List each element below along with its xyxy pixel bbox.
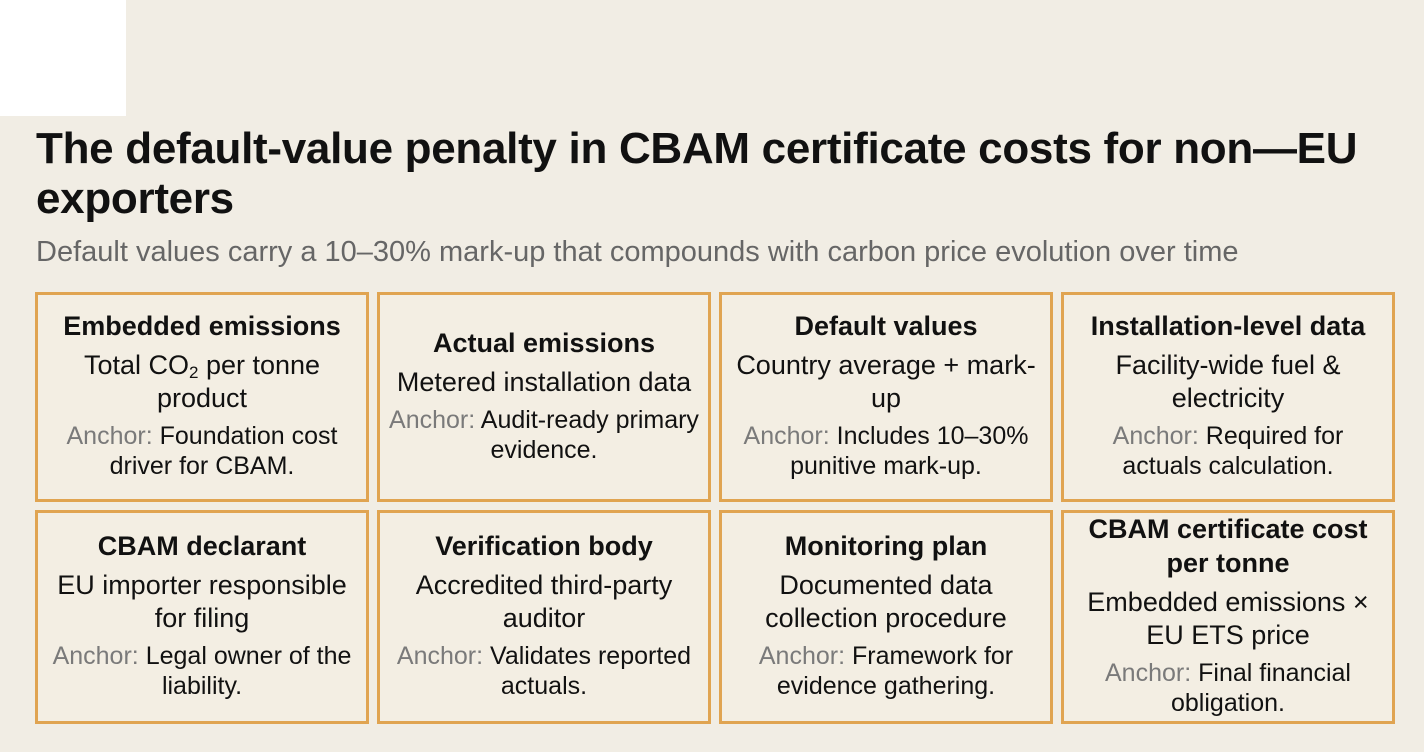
card-anchor: Anchor: Required for actuals calculation… — [1112, 422, 1344, 480]
card-verification-body: Verification body Accredited third-party… — [377, 510, 711, 724]
card-description: EU importer responsible for filing — [57, 570, 347, 633]
anchor-label: Anchor: — [743, 422, 830, 450]
card-cbam-declarant: CBAM declarant EU importer responsible f… — [35, 510, 369, 724]
anchor-label: Anchor: — [66, 422, 153, 450]
card-monitoring-plan: Monitoring plan Documented data collecti… — [719, 510, 1053, 724]
page-title: The default-value penalty in CBAM certif… — [36, 124, 1358, 223]
card-title: Installation-level data — [1090, 311, 1366, 341]
card-title: Actual emissions — [432, 327, 656, 358]
card-embedded-emissions: Embedded emissions Total CO2 per tonne p… — [35, 292, 369, 502]
card-description: Embedded emissions × EU ETS price — [1087, 587, 1369, 650]
white-patch — [0, 0, 126, 116]
card-anchor: Anchor: Includes 10–30% punitive mark-up… — [743, 422, 1029, 480]
anchor-label: Anchor: — [1105, 659, 1192, 687]
card-title: Embedded emissions — [63, 311, 341, 341]
card-anchor: Anchor: Framework for evidence gathering… — [758, 642, 1014, 700]
card-anchor: Anchor: Validates reported actuals. — [396, 642, 692, 700]
anchor-label: Anchor: — [389, 405, 476, 434]
card-title: Default values — [794, 311, 978, 341]
card-default-values: Default values Country average + mark-up… — [719, 292, 1053, 502]
card-cbam-certificate-cost: CBAM certificate cost per tonne Embedded… — [1061, 510, 1395, 724]
card-anchor: Anchor: Final financial obligation. — [1105, 659, 1351, 717]
anchor-label: Anchor: — [396, 642, 484, 670]
card-title: CBAM declarant — [97, 531, 307, 561]
card-description: Total CO2 per tonne product — [83, 350, 321, 413]
card-installation-level-data: Installation-level data Facility-wide fu… — [1061, 292, 1395, 502]
concept-grid: Embedded emissions Total CO2 per tonne p… — [35, 292, 1395, 724]
card-title: CBAM certificate cost per tonne — [1088, 514, 1368, 578]
card-description: Documented data collection procedure — [765, 570, 1007, 633]
anchor-label: Anchor: — [52, 642, 139, 670]
page-subtitle: Default values carry a 10–30% mark-up th… — [36, 236, 1239, 268]
card-anchor: Anchor: Audit-ready primary evidence. — [389, 405, 699, 464]
card-anchor: Anchor: Foundation cost driver for CBAM. — [66, 422, 338, 480]
card-description: Metered installation data — [396, 366, 692, 397]
anchor-label: Anchor: — [758, 642, 846, 670]
anchor-label: Anchor: — [1112, 422, 1199, 450]
card-anchor: Anchor: Legal owner of the liability. — [52, 642, 352, 700]
card-actual-emissions: Actual emissions Metered installation da… — [377, 292, 711, 502]
card-description: Facility-wide fuel & electricity — [1115, 350, 1341, 413]
card-description: Country average + mark-up — [736, 350, 1036, 413]
card-title: Verification body — [435, 531, 653, 561]
card-description: Accredited third-party auditor — [415, 570, 673, 633]
card-title: Monitoring plan — [784, 531, 988, 561]
